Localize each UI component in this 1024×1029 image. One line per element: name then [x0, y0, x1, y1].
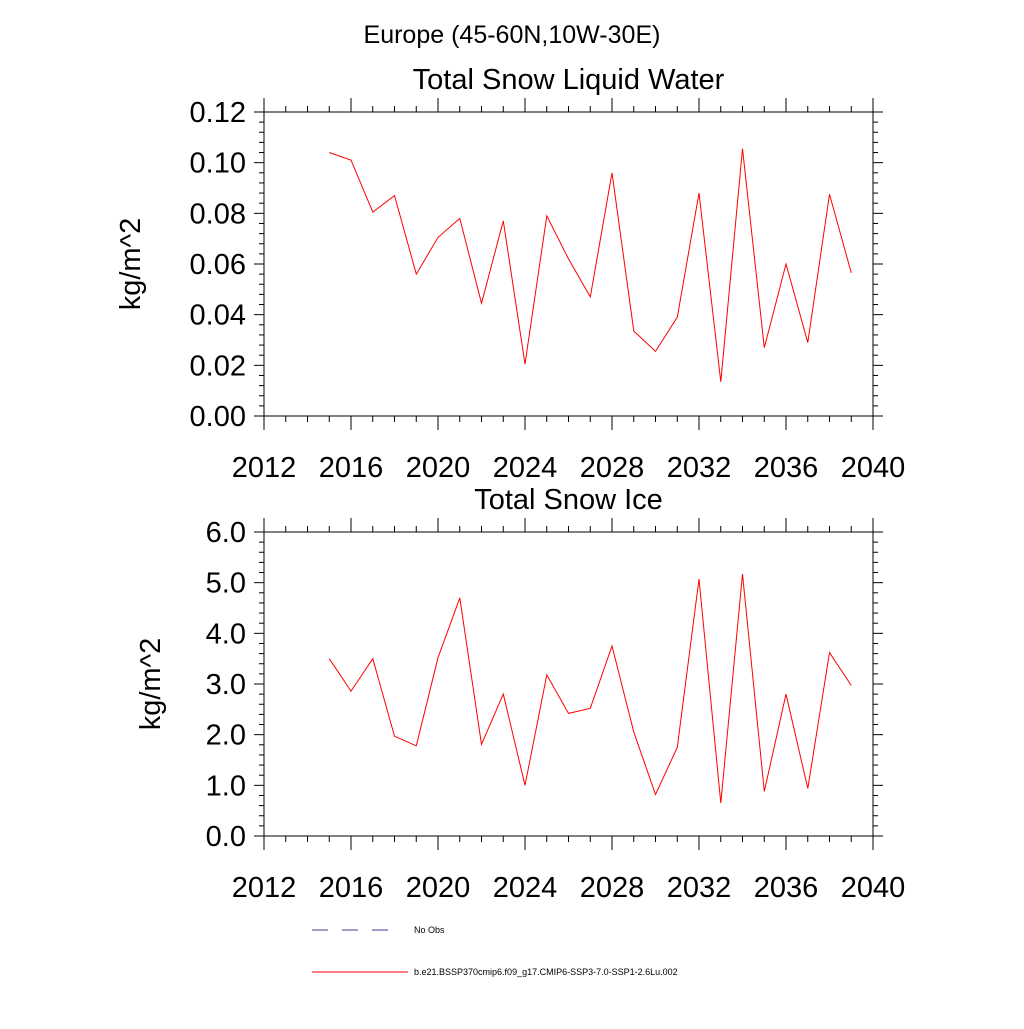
y-tick-label: 0.12 [190, 97, 246, 129]
x-tick-label: 2040 [841, 452, 906, 484]
x-tick-label: 2016 [319, 872, 384, 904]
y-tick-label: 4.0 [206, 618, 246, 650]
x-tick-label: 2012 [232, 452, 297, 484]
x-tick-label: 2032 [667, 872, 732, 904]
x-tick-label: 2020 [406, 452, 471, 484]
panel-snow-ice: Total Snow Ice 0.0 1.0 2.0 3.0 4.0 5.0 6.0 2012 2… [135, 484, 905, 904]
figure-title: Europe (45-60N,10W-30E) [364, 21, 661, 49]
y-tick-label: 0.00 [190, 401, 246, 433]
legend: No Obs b.e21.BSSP370cmip6.f09_g17.CMIP6-… [312, 925, 678, 977]
x-tick-label: 2024 [493, 452, 558, 484]
panel-title: Total Snow Liquid Water [413, 64, 725, 96]
y-tick-label: 5.0 [206, 568, 246, 600]
x-tick-label: 2028 [580, 872, 645, 904]
y-tick-label: 0.06 [190, 249, 246, 281]
y-tick-label: 0.04 [190, 300, 246, 332]
series-line [328, 574, 852, 804]
panel-snow-liquid-water: Total Snow Liquid Water 0.00 0.02 0.04 0.06 0… [115, 64, 905, 484]
y-axis-label: kg/m^2 [135, 638, 167, 731]
x-tick-label: 2036 [754, 872, 819, 904]
legend-label-model: b.e21.BSSP370cmip6.f09_g17.CMIP6-SSP3-7.… [414, 967, 678, 977]
y-tick-label: 1.0 [206, 770, 246, 802]
y-tick-label: 0.08 [190, 198, 246, 230]
x-tick-label: 2012 [232, 872, 297, 904]
y-tick-label: 0.0 [206, 821, 246, 853]
x-tick-label: 2032 [667, 452, 732, 484]
y-tick-label: 3.0 [206, 669, 246, 701]
panel-title: Total Snow Ice [474, 484, 663, 516]
y-tick-label: 0.02 [190, 350, 246, 382]
x-tick-label: 2028 [580, 452, 645, 484]
plot-frame [263, 111, 874, 417]
y-tick-label: 0.10 [190, 148, 246, 180]
series-line [329, 148, 852, 382]
legend-label-no-obs: No Obs [414, 925, 445, 935]
x-tick-label: 2024 [493, 872, 558, 904]
x-tick-label: 2040 [841, 872, 906, 904]
x-tick-label: 2020 [406, 872, 471, 904]
x-tick-label: 2036 [754, 452, 819, 484]
y-tick-label: 6.0 [206, 517, 246, 549]
x-tick-label: 2016 [319, 452, 384, 484]
y-tick-label: 2.0 [206, 720, 246, 752]
y-axis-label: kg/m^2 [115, 218, 147, 311]
